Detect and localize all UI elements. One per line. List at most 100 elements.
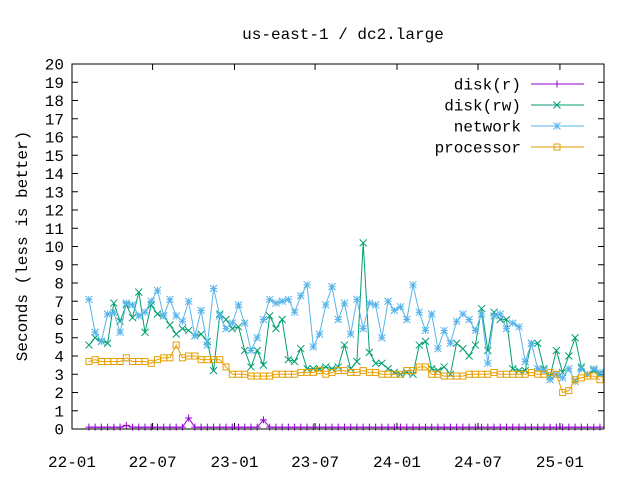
data-point-glyph bbox=[172, 423, 180, 431]
data-point bbox=[240, 319, 249, 328]
data-point-glyph bbox=[546, 423, 554, 431]
series-disk-r- bbox=[85, 414, 604, 431]
y-tick-label: 16 bbox=[45, 130, 64, 148]
data-point-glyph bbox=[434, 344, 442, 353]
data-point bbox=[222, 315, 230, 324]
data-point bbox=[153, 423, 161, 431]
data-point-glyph bbox=[453, 423, 461, 431]
y-tick-label: 15 bbox=[45, 148, 64, 166]
data-point bbox=[521, 366, 530, 375]
data-point bbox=[546, 372, 554, 380]
data-point-glyph bbox=[571, 377, 579, 386]
data-point-glyph bbox=[515, 423, 523, 431]
data-point bbox=[496, 310, 505, 318]
data-point bbox=[409, 370, 417, 379]
legend-label: network bbox=[454, 119, 521, 137]
data-point-glyph bbox=[571, 333, 579, 342]
data-point-glyph bbox=[222, 363, 230, 371]
data-point-glyph bbox=[197, 330, 205, 338]
data-point-glyph bbox=[309, 423, 317, 431]
data-point-glyph bbox=[109, 308, 118, 317]
data-point bbox=[122, 299, 131, 307]
y-tick-label: 5 bbox=[54, 330, 64, 348]
data-point-glyph bbox=[191, 332, 199, 340]
data-point bbox=[553, 122, 561, 130]
data-point bbox=[328, 423, 336, 431]
series-line bbox=[88, 343, 601, 394]
y-tick-label: 19 bbox=[45, 75, 64, 93]
data-point bbox=[390, 423, 398, 431]
data-point-glyph bbox=[141, 308, 149, 317]
data-point-glyph bbox=[346, 364, 355, 373]
data-point-glyph bbox=[116, 328, 124, 337]
y-tick-label: 0 bbox=[54, 422, 64, 440]
data-point bbox=[159, 311, 168, 320]
data-point bbox=[465, 423, 473, 431]
data-point-glyph bbox=[589, 364, 598, 373]
data-point bbox=[490, 311, 498, 320]
data-point bbox=[272, 299, 280, 307]
data-point-glyph bbox=[564, 364, 573, 373]
data-point bbox=[191, 352, 199, 360]
data-point-glyph bbox=[278, 297, 286, 306]
data-point-glyph bbox=[222, 324, 230, 333]
data-point bbox=[434, 366, 442, 375]
data-point-glyph bbox=[321, 301, 330, 309]
data-point-glyph bbox=[403, 423, 411, 431]
data-point bbox=[247, 363, 255, 371]
data-point-glyph bbox=[353, 423, 361, 431]
data-point-glyph bbox=[459, 423, 467, 431]
data-point-glyph bbox=[328, 423, 336, 431]
data-point bbox=[122, 354, 130, 362]
data-point-glyph bbox=[122, 299, 131, 307]
data-point bbox=[452, 317, 461, 326]
data-point-glyph bbox=[234, 322, 243, 331]
data-point bbox=[434, 344, 442, 353]
data-point-glyph bbox=[553, 122, 561, 130]
data-point-glyph bbox=[552, 423, 560, 431]
data-point bbox=[172, 311, 181, 320]
data-point-glyph bbox=[596, 368, 604, 377]
data-point-glyph bbox=[315, 330, 324, 338]
plot-frame bbox=[71, 63, 605, 430]
y-tick-label: 8 bbox=[54, 276, 64, 294]
data-point bbox=[353, 423, 361, 431]
x-tick-label: 22-01 bbox=[48, 454, 96, 472]
data-point bbox=[502, 315, 511, 324]
data-point bbox=[509, 423, 517, 431]
y-tick-label: 12 bbox=[45, 203, 64, 221]
data-point-glyph bbox=[172, 341, 180, 349]
data-point-glyph bbox=[503, 423, 511, 431]
data-point bbox=[328, 364, 336, 373]
data-point-glyph bbox=[365, 299, 374, 307]
data-point-glyph bbox=[471, 423, 479, 431]
data-point bbox=[104, 423, 112, 431]
data-point-glyph bbox=[502, 315, 511, 324]
data-point bbox=[178, 317, 187, 326]
data-point-glyph bbox=[240, 319, 249, 328]
data-point-glyph bbox=[291, 423, 299, 431]
data-point-glyph bbox=[321, 363, 330, 371]
data-point-glyph bbox=[502, 324, 511, 333]
data-point-glyph bbox=[309, 343, 318, 351]
data-point-glyph bbox=[421, 423, 429, 431]
data-point bbox=[521, 357, 530, 366]
data-point bbox=[378, 423, 386, 431]
data-point-glyph bbox=[496, 423, 504, 431]
data-point-glyph bbox=[185, 414, 193, 422]
data-point-glyph bbox=[85, 295, 93, 304]
data-point bbox=[340, 299, 349, 307]
data-point bbox=[259, 315, 268, 324]
data-point-glyph bbox=[552, 370, 560, 378]
data-point bbox=[440, 363, 449, 371]
data-point-glyph bbox=[284, 423, 292, 431]
data-point bbox=[203, 423, 211, 431]
data-point bbox=[390, 306, 399, 315]
data-point-glyph bbox=[253, 423, 261, 431]
data-point bbox=[533, 339, 542, 348]
data-point-glyph bbox=[409, 370, 417, 379]
data-point-glyph bbox=[434, 423, 442, 431]
data-point bbox=[222, 423, 230, 431]
data-point bbox=[234, 322, 243, 331]
